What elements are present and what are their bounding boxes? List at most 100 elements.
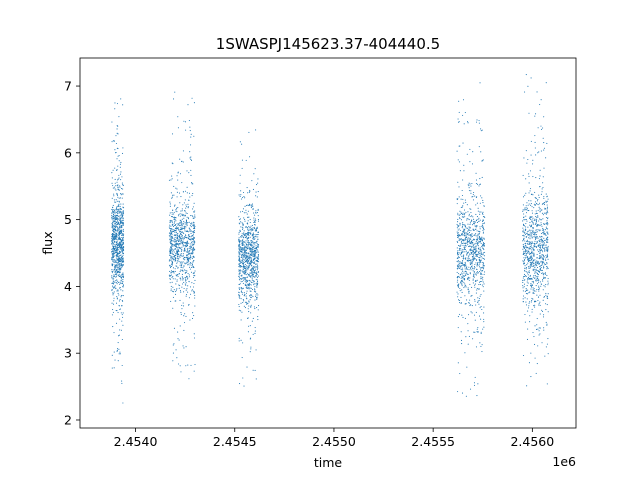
data-point xyxy=(116,128,118,130)
data-point xyxy=(173,240,175,242)
data-point xyxy=(178,222,180,224)
data-point xyxy=(469,234,471,236)
data-point xyxy=(469,245,471,247)
data-point xyxy=(113,291,115,293)
data-point xyxy=(188,253,191,255)
data-point xyxy=(530,248,532,250)
data-point xyxy=(242,279,244,281)
data-point xyxy=(533,268,535,270)
data-point xyxy=(466,278,469,280)
data-point xyxy=(472,338,474,340)
data-point xyxy=(121,152,124,155)
data-point xyxy=(539,242,541,244)
data-point xyxy=(256,307,258,309)
data-point xyxy=(182,278,184,280)
data-point xyxy=(169,252,171,254)
data-point xyxy=(481,129,483,131)
data-point xyxy=(117,223,119,225)
data-point xyxy=(478,258,480,260)
data-point xyxy=(528,242,530,244)
data-point xyxy=(470,266,472,268)
data-point xyxy=(242,271,244,273)
data-point xyxy=(187,206,190,208)
data-point xyxy=(254,299,256,301)
data-point xyxy=(179,264,181,266)
data-point xyxy=(254,257,256,259)
data-point xyxy=(254,243,256,245)
data-point xyxy=(241,248,243,250)
data-point xyxy=(545,258,547,260)
data-point xyxy=(542,272,544,274)
data-point xyxy=(256,282,258,284)
data-point xyxy=(192,234,194,237)
data-point xyxy=(247,317,249,319)
data-point xyxy=(120,220,122,222)
data-point xyxy=(115,302,118,304)
data-point xyxy=(183,315,185,317)
data-point xyxy=(116,200,118,202)
data-point xyxy=(177,223,180,225)
data-point xyxy=(543,242,545,244)
data-point xyxy=(184,283,186,285)
data-point xyxy=(177,233,179,235)
data-point xyxy=(246,187,248,189)
data-point xyxy=(112,169,114,171)
data-point xyxy=(530,225,532,227)
data-point xyxy=(176,274,178,276)
data-point xyxy=(190,156,192,158)
data-point xyxy=(462,230,465,232)
data-point xyxy=(524,194,526,196)
data-point xyxy=(117,270,119,272)
data-point xyxy=(176,236,178,238)
data-point xyxy=(547,223,549,225)
data-point xyxy=(120,242,122,244)
data-point xyxy=(459,287,461,289)
data-point xyxy=(114,214,116,216)
data-point xyxy=(119,208,122,210)
data-point xyxy=(178,273,180,275)
data-point xyxy=(254,272,256,274)
data-point xyxy=(183,241,185,243)
data-point xyxy=(192,217,194,219)
data-point xyxy=(245,287,247,289)
data-point xyxy=(543,196,545,198)
data-point xyxy=(115,249,117,252)
data-point xyxy=(193,230,195,232)
data-point xyxy=(191,182,193,184)
data-point xyxy=(525,288,527,290)
data-point xyxy=(115,241,117,243)
data-point xyxy=(256,263,258,265)
data-point xyxy=(191,195,193,197)
data-point xyxy=(122,264,124,266)
data-point xyxy=(252,238,254,240)
data-point xyxy=(257,178,259,180)
data-point xyxy=(116,236,118,238)
data-point xyxy=(543,329,545,331)
data-point xyxy=(456,281,458,283)
data-point xyxy=(113,252,115,254)
data-point xyxy=(478,283,480,286)
data-point xyxy=(120,193,122,195)
data-point xyxy=(191,290,193,292)
data-point xyxy=(117,249,119,251)
data-point xyxy=(456,150,458,152)
data-point xyxy=(117,217,119,219)
data-point xyxy=(468,257,470,259)
data-point xyxy=(546,268,548,270)
data-point xyxy=(193,230,195,232)
data-point xyxy=(543,197,545,199)
data-point xyxy=(541,225,543,227)
data-point xyxy=(255,295,257,297)
data-point xyxy=(192,246,194,248)
data-point xyxy=(475,304,477,306)
data-point xyxy=(531,284,533,286)
data-point xyxy=(247,220,249,222)
data-point xyxy=(257,319,259,321)
data-point xyxy=(529,241,531,243)
data-point xyxy=(546,323,548,325)
data-point xyxy=(481,236,483,238)
data-point xyxy=(118,226,121,228)
data-point xyxy=(117,290,119,292)
data-point xyxy=(113,230,115,232)
data-point xyxy=(123,245,125,248)
